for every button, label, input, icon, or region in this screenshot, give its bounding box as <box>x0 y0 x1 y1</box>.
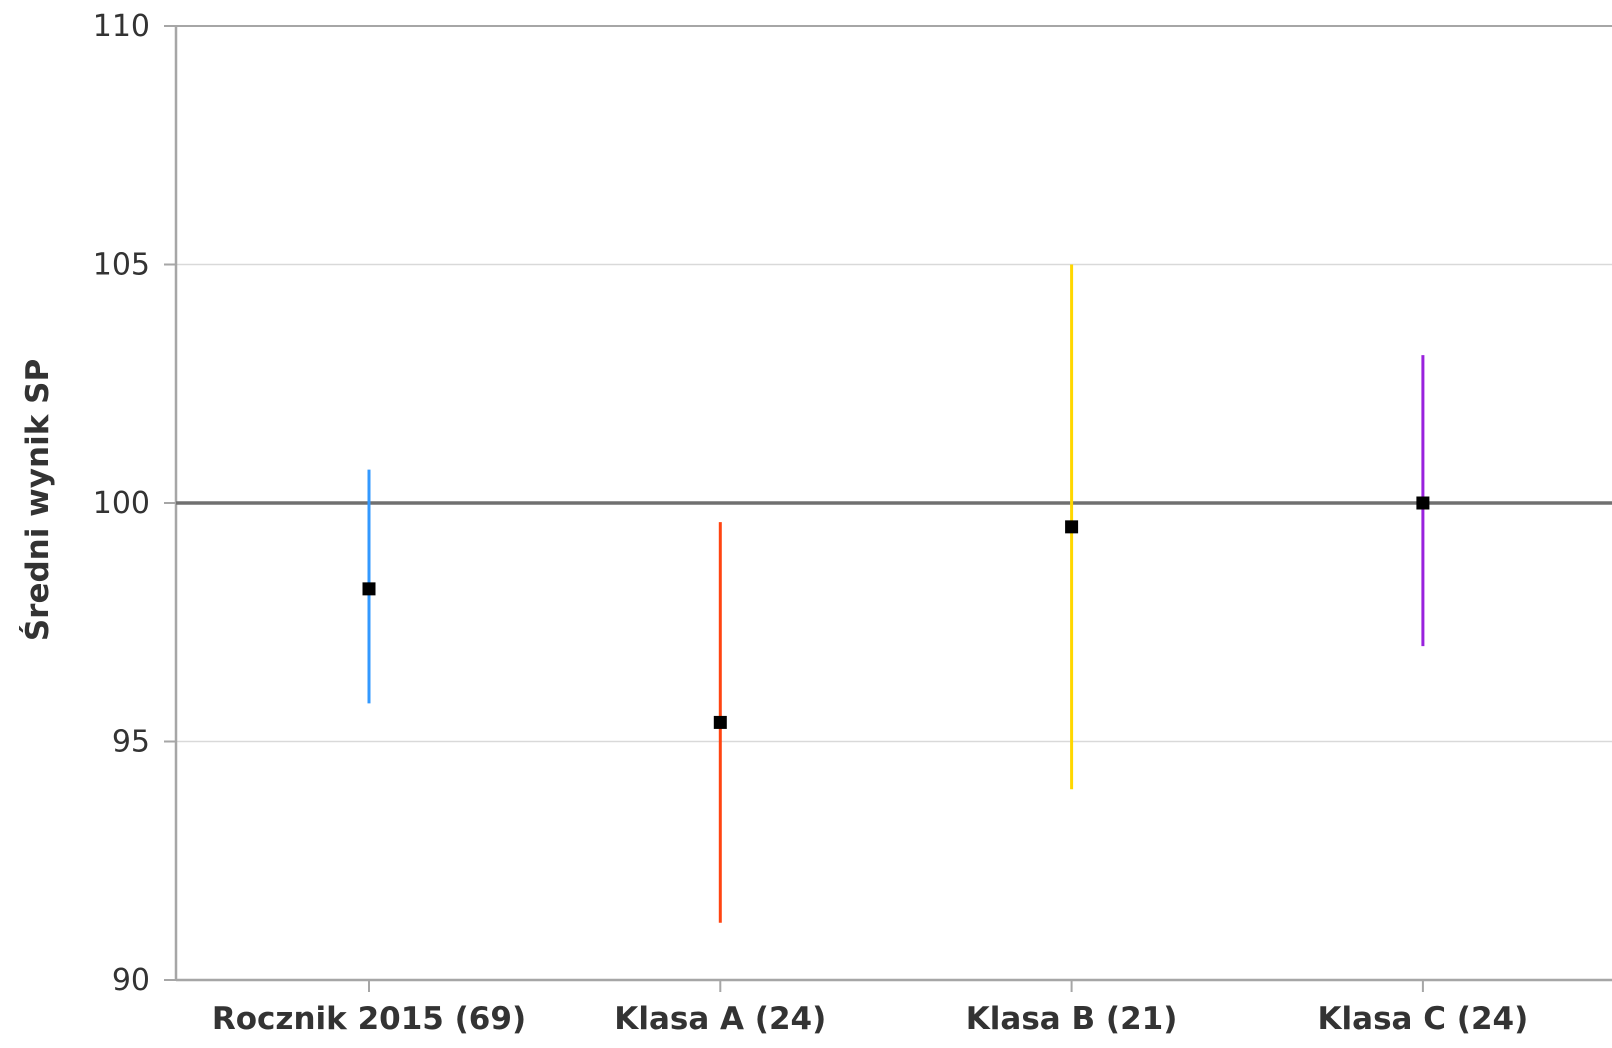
y-tick-label: 100 <box>93 486 150 521</box>
y-tick-label: 90 <box>112 963 150 998</box>
y-tick-label: 95 <box>112 725 150 760</box>
tick-layer <box>164 25 1424 992</box>
grid-layer <box>176 25 1612 743</box>
x-category-label: Klasa B (21) <box>966 1001 1178 1037</box>
y-tick-label: 105 <box>93 248 150 283</box>
y-tick-label: 110 <box>93 9 150 44</box>
x-category-label: Klasa C (24) <box>1318 1001 1529 1037</box>
x-category-label: Rocznik 2015 (69) <box>212 1001 526 1037</box>
marker-layer <box>362 496 1430 729</box>
mean-marker <box>1065 520 1079 534</box>
mean-marker <box>713 715 727 729</box>
mean-marker <box>1416 496 1430 510</box>
mean-marker <box>362 582 376 596</box>
category-label-layer: 90 95 100 105 110 Rocznik 2015 (69) Klasa A (2… <box>93 9 1529 1037</box>
errorbar-layer <box>367 264 1425 923</box>
x-category-label: Klasa A (24) <box>614 1001 826 1037</box>
y-axis-title: Średni wynik SP <box>19 359 56 641</box>
